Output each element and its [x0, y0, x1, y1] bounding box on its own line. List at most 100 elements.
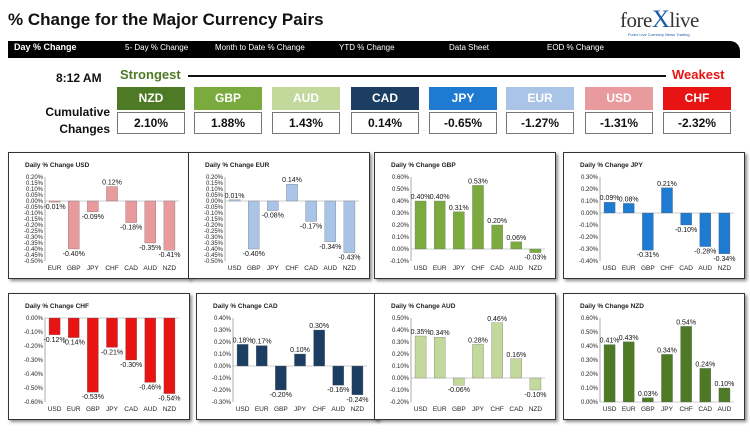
category-label: USD [228, 265, 242, 272]
data-label: -0.06% [448, 387, 470, 394]
chart-cad: Daily % Change CAD 0.40% 0.30% 0.20% 0.10% 0.… [196, 293, 378, 420]
data-label: 0.28% [468, 337, 488, 344]
forexlive-logo[interactable]: foreXlive Forex Live Currency News Tradi… [620, 6, 715, 40]
bar-nzd [351, 365, 364, 395]
y-tick-label: -0.35% [24, 241, 44, 247]
category-label: EUR [433, 406, 447, 413]
data-label: -0.40% [243, 251, 265, 258]
data-label: -0.31% [637, 252, 659, 259]
category-label: USD [48, 406, 62, 413]
y-tick-label: -0.10% [579, 223, 599, 229]
data-label: -0.20% [270, 392, 292, 399]
category-label: JPY [453, 265, 466, 272]
y-tick-label: -0.30% [204, 235, 224, 241]
currency-summary-gbp: GBP 1.88% [194, 87, 262, 134]
page-title: % Change for the Major Currency Pairs [8, 10, 324, 29]
tab-day-change[interactable]: Day % Change [14, 42, 77, 52]
y-tick-label: 0.30% [392, 340, 410, 346]
bar-usd [48, 317, 61, 335]
category-label: GBP [247, 265, 261, 272]
bar-jpy [453, 211, 465, 250]
data-label: -0.28% [694, 249, 716, 256]
data-label: 0.01% [225, 193, 245, 200]
logo-text-b: live [669, 8, 699, 32]
currency-name: NZD [117, 87, 185, 110]
bar-eur [68, 317, 80, 338]
cumulative-label-line-1: Cumulative [45, 105, 110, 119]
category-label: CHF [490, 406, 503, 413]
currency-name: GBP [194, 87, 262, 110]
bar-eur [434, 337, 446, 379]
data-label: -0.08% [262, 213, 284, 220]
data-label: 0.08% [619, 196, 639, 203]
chart-jpy: Daily % Change JPY 0.30% 0.20% 0.10% 0.00% -0… [563, 152, 745, 279]
chart-title: Daily % Change CHF [25, 303, 89, 310]
data-label: -0.10% [524, 392, 546, 399]
data-label: -0.12% [43, 337, 65, 344]
y-tick-label: -0.20% [24, 344, 44, 350]
y-tick-label: -0.15% [204, 217, 224, 223]
category-label: GBP [641, 265, 655, 272]
data-label: 0.21% [657, 181, 677, 188]
category-label: JPY [87, 265, 100, 272]
category-label: AUD [143, 406, 157, 413]
currency-summary-cad: CAD 0.14% [351, 87, 419, 134]
data-label: -0.10% [675, 227, 697, 234]
y-tick-label: -0.20% [204, 223, 224, 229]
bar-cad [305, 200, 317, 222]
chart-svg: Daily % Change CAD 0.40% 0.30% 0.20% 0.10% 0.… [212, 303, 369, 413]
y-tick-label: -0.25% [204, 229, 224, 235]
category-label: NZD [343, 265, 357, 272]
data-label: 0.10% [290, 347, 310, 354]
y-tick-label: -0.60% [24, 400, 44, 406]
tab-eod-change[interactable]: EOD % Change [547, 43, 604, 52]
currency-summary-chf: CHF -2.32% [663, 87, 731, 134]
bar-chf [286, 184, 298, 202]
bar-aud [510, 241, 522, 250]
category-label: EUR [622, 265, 636, 272]
bar-eur [434, 200, 446, 250]
y-tick-label: 0.20% [581, 372, 599, 378]
data-label: -0.21% [101, 349, 123, 356]
tab-mtd-change[interactable]: Month to Date % Change [215, 43, 305, 52]
logo-text: foreXlive [620, 6, 699, 34]
bar-gbp [248, 200, 260, 250]
currency-summary-nzd: NZD 2.10% [117, 87, 185, 134]
y-tick-label: 0.50% [392, 187, 410, 193]
category-label: JPY [661, 406, 674, 413]
y-tick-label: 0.00% [214, 364, 232, 370]
chart-eur: Daily % Change EUR 0.20% 0.15% 0.10% 0.05% 0.… [188, 152, 370, 279]
logo-tagline: Forex Live Currency News Trading [628, 32, 690, 37]
category-label: EUR [433, 265, 447, 272]
data-label: 0.54% [676, 319, 696, 326]
y-tick-label: 0.30% [581, 175, 599, 181]
bar-jpy [294, 353, 306, 367]
y-tick-label: 0.20% [214, 340, 232, 346]
category-label: GBP [452, 406, 466, 413]
cumulative-changes-label: Cumulative Changes [20, 104, 110, 138]
y-tick-label: -0.10% [212, 376, 232, 382]
chart-title: Daily % Change CAD [213, 303, 278, 310]
category-label: GBP [274, 406, 288, 413]
category-label: CAD [490, 265, 504, 272]
category-label: CAD [304, 265, 318, 272]
currency-name: AUD [272, 87, 340, 110]
tab-5day-change[interactable]: 5- Day % Change [125, 43, 189, 52]
y-tick-label: -0.45% [24, 253, 44, 259]
bar-cad [491, 224, 503, 250]
category-label: EUR [48, 265, 62, 272]
bar-gbp [87, 317, 99, 393]
data-label: -0.35% [139, 245, 161, 252]
data-label: 0.30% [309, 323, 329, 330]
chart-chf: Daily % Change CHF 0.00% -0.10% -0.20% -0.30… [8, 293, 190, 420]
bar-gbp [68, 200, 80, 250]
chart-title: Daily % Change JPY [580, 162, 644, 169]
bar-nzd [343, 200, 356, 253]
category-label: USD [603, 265, 617, 272]
bar-jpy [87, 200, 99, 212]
tab-data-sheet[interactable]: Data Sheet [449, 43, 490, 52]
currency-name: EUR [506, 87, 574, 110]
y-tick-label: -0.50% [24, 386, 44, 392]
tab-ytd-change[interactable]: YTD % Change [339, 43, 395, 52]
data-label: 0.17% [252, 339, 272, 346]
